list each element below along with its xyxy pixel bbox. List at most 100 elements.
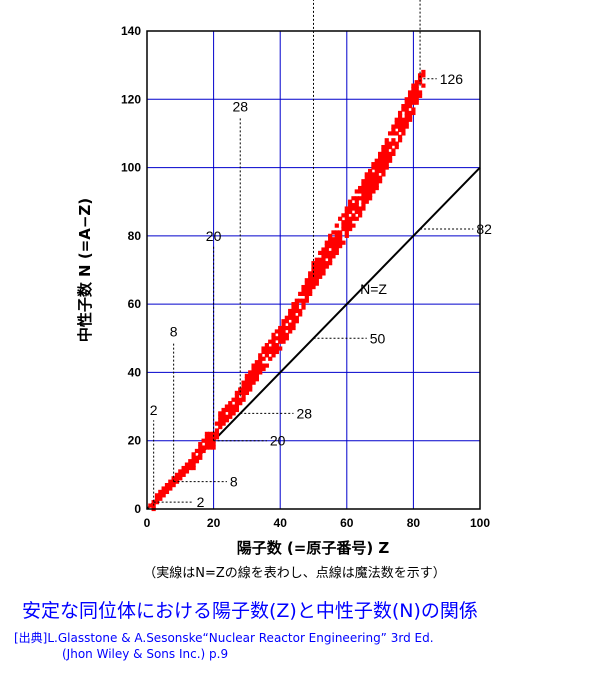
stable-isotope-point bbox=[288, 308, 293, 314]
magic-n-label: 50 bbox=[370, 330, 386, 346]
stable-isotope-point bbox=[298, 291, 303, 296]
stable-isotope-point bbox=[244, 380, 249, 385]
stable-isotope-point bbox=[417, 80, 423, 85]
stable-isotope-point bbox=[201, 438, 206, 443]
stable-isotope-point bbox=[291, 305, 296, 310]
stable-isotope-point bbox=[221, 411, 226, 416]
stable-isotope-point bbox=[154, 493, 160, 498]
stable-isotope-point bbox=[364, 192, 369, 197]
stable-isotope-point bbox=[404, 104, 409, 109]
stable-isotope-point bbox=[281, 332, 286, 337]
stable-isotope-point bbox=[271, 332, 276, 337]
stable-isotope-point bbox=[397, 124, 403, 129]
stable-isotope-point bbox=[161, 486, 166, 491]
stable-isotope-point bbox=[231, 411, 236, 416]
stable-isotope-point bbox=[318, 267, 323, 273]
stable-isotope-point bbox=[161, 489, 166, 495]
stable-isotope-point bbox=[314, 278, 319, 283]
stable-isotope-point bbox=[291, 312, 296, 317]
stable-isotope-point bbox=[324, 254, 329, 259]
x-axis-label: 陽子数 (=原子番号) Z bbox=[237, 539, 390, 557]
stable-isotope-point bbox=[291, 322, 296, 327]
stable-isotope-point bbox=[397, 134, 403, 139]
stable-isotope-point bbox=[171, 479, 176, 484]
stable-isotope-point bbox=[211, 445, 216, 450]
figure-caption: 安定な同位体における陽子数(Z)と中性子数(N)の関係 bbox=[22, 600, 478, 622]
stable-isotope-point bbox=[401, 117, 406, 122]
stable-isotope-point bbox=[278, 329, 283, 334]
stable-isotope-point bbox=[331, 240, 336, 245]
stable-isotope-point bbox=[381, 165, 386, 170]
stable-isotope-point bbox=[311, 271, 316, 276]
stable-isotope-point bbox=[294, 315, 299, 320]
stable-isotope-point bbox=[361, 182, 366, 187]
stable-isotope-point bbox=[248, 373, 253, 378]
stable-isotope-point bbox=[361, 189, 366, 194]
stable-isotope-point bbox=[194, 455, 200, 460]
stable-isotope-point bbox=[254, 363, 259, 368]
stable-isotope-point bbox=[341, 223, 346, 228]
stable-isotope-point bbox=[358, 209, 363, 215]
stable-isotope-point bbox=[198, 452, 203, 457]
stable-isotope-point bbox=[407, 104, 413, 109]
stable-isotope-point bbox=[344, 213, 349, 218]
stable-isotope-point bbox=[354, 199, 359, 204]
stable-isotope-point bbox=[401, 104, 406, 109]
stable-isotope-point bbox=[354, 216, 359, 221]
stable-isotope-point bbox=[191, 459, 196, 464]
stable-isotope-point bbox=[421, 73, 426, 78]
stable-isotope-point bbox=[251, 366, 256, 372]
stable-isotope-point bbox=[154, 496, 160, 501]
x-tick-labels: 0 20 40 60 80 100 bbox=[144, 516, 491, 530]
stable-isotope-point bbox=[361, 203, 366, 208]
stable-isotope-point bbox=[184, 469, 190, 474]
stable-isotope-point bbox=[188, 462, 193, 467]
stable-isotope-point bbox=[391, 124, 396, 129]
stable-isotope-point bbox=[381, 151, 386, 157]
y-tick-label: 20 bbox=[128, 434, 142, 448]
stable-isotope-point bbox=[274, 336, 279, 341]
stable-isotope-point bbox=[407, 100, 413, 105]
stable-isotope-point bbox=[348, 220, 353, 225]
stable-isotope-point bbox=[328, 237, 333, 242]
stable-isotope-point bbox=[334, 244, 339, 249]
stable-isotope-point bbox=[417, 93, 423, 98]
stable-isotope-point bbox=[368, 172, 373, 177]
stable-isotope-point bbox=[321, 250, 326, 256]
stable-isotope-point bbox=[314, 281, 319, 286]
stable-isotope-point bbox=[311, 278, 316, 283]
stable-isotope-point bbox=[341, 226, 346, 232]
stable-isotope-point bbox=[407, 110, 413, 116]
stable-isotope-point bbox=[344, 230, 349, 235]
stable-isotope-point bbox=[311, 284, 316, 290]
stable-isotope-point bbox=[351, 203, 356, 208]
stable-isotope-point bbox=[387, 144, 393, 150]
stable-isotope-point bbox=[258, 366, 263, 372]
stable-isotope-point bbox=[198, 448, 203, 454]
stable-isotope-point bbox=[364, 175, 369, 180]
stable-isotope-point bbox=[348, 209, 353, 215]
stable-isotope-point bbox=[411, 110, 416, 116]
stable-isotope-point bbox=[378, 151, 383, 157]
stable-isotope-point bbox=[404, 97, 409, 102]
stable-isotope-point bbox=[338, 244, 343, 249]
source-citation-line-2: (Jhon Wiley & Sons Inc.) p.9 bbox=[62, 647, 229, 661]
stable-isotope-point bbox=[338, 233, 343, 238]
x-tick-label: 40 bbox=[274, 516, 288, 530]
magic-n-label: 82 bbox=[476, 221, 492, 237]
stable-isotope-point bbox=[331, 250, 336, 256]
stable-isotope-point bbox=[188, 459, 193, 464]
stable-isotope-point bbox=[411, 86, 416, 92]
stable-isotope-point bbox=[308, 284, 313, 290]
stable-isotope-point bbox=[251, 370, 256, 375]
stable-isotope-point bbox=[294, 305, 299, 310]
stable-isotope-point bbox=[374, 185, 379, 191]
stable-isotope-point bbox=[397, 121, 403, 126]
stable-isotope-point bbox=[368, 189, 373, 194]
stable-isotope-point bbox=[234, 397, 240, 402]
stable-isotope-point bbox=[291, 302, 296, 307]
stable-isotope-point bbox=[181, 472, 186, 477]
stable-isotope-point bbox=[397, 127, 403, 133]
stable-isotope-point bbox=[374, 179, 379, 184]
stable-isotope-point bbox=[417, 90, 423, 95]
